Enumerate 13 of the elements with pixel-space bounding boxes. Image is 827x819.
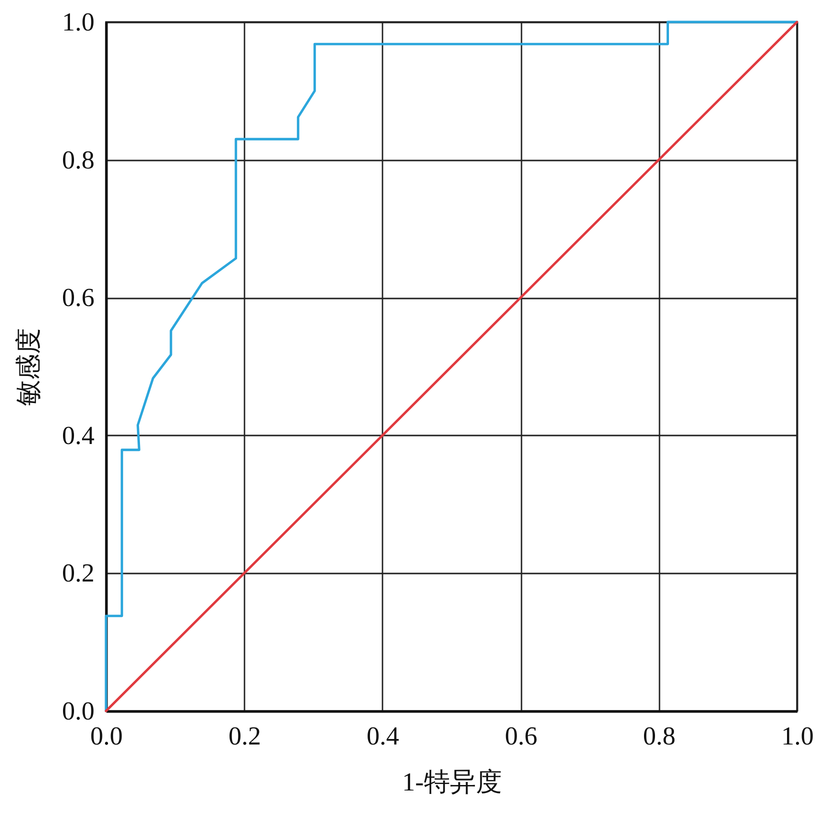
line-series	[104, 20, 798, 712]
x-tick-label: 0.6	[504, 722, 538, 750]
x-axis-title: 1-特异度	[402, 768, 502, 796]
y-tick-label: 0.6	[62, 283, 94, 312]
y-tick-label: 1.0	[62, 8, 94, 36]
y-tick-label: 0.4	[62, 420, 94, 450]
x-tick-label: 0.2	[228, 722, 261, 750]
x-tick-label: 0.4	[366, 722, 400, 750]
y-axis-title: 敏感度	[14, 328, 43, 406]
x-tick-label: 1.0	[781, 722, 814, 750]
y-tick-label: 0.8	[62, 145, 94, 174]
x-tick-label: 0.8	[643, 722, 676, 750]
y-tick-label: 0.2	[62, 558, 94, 588]
